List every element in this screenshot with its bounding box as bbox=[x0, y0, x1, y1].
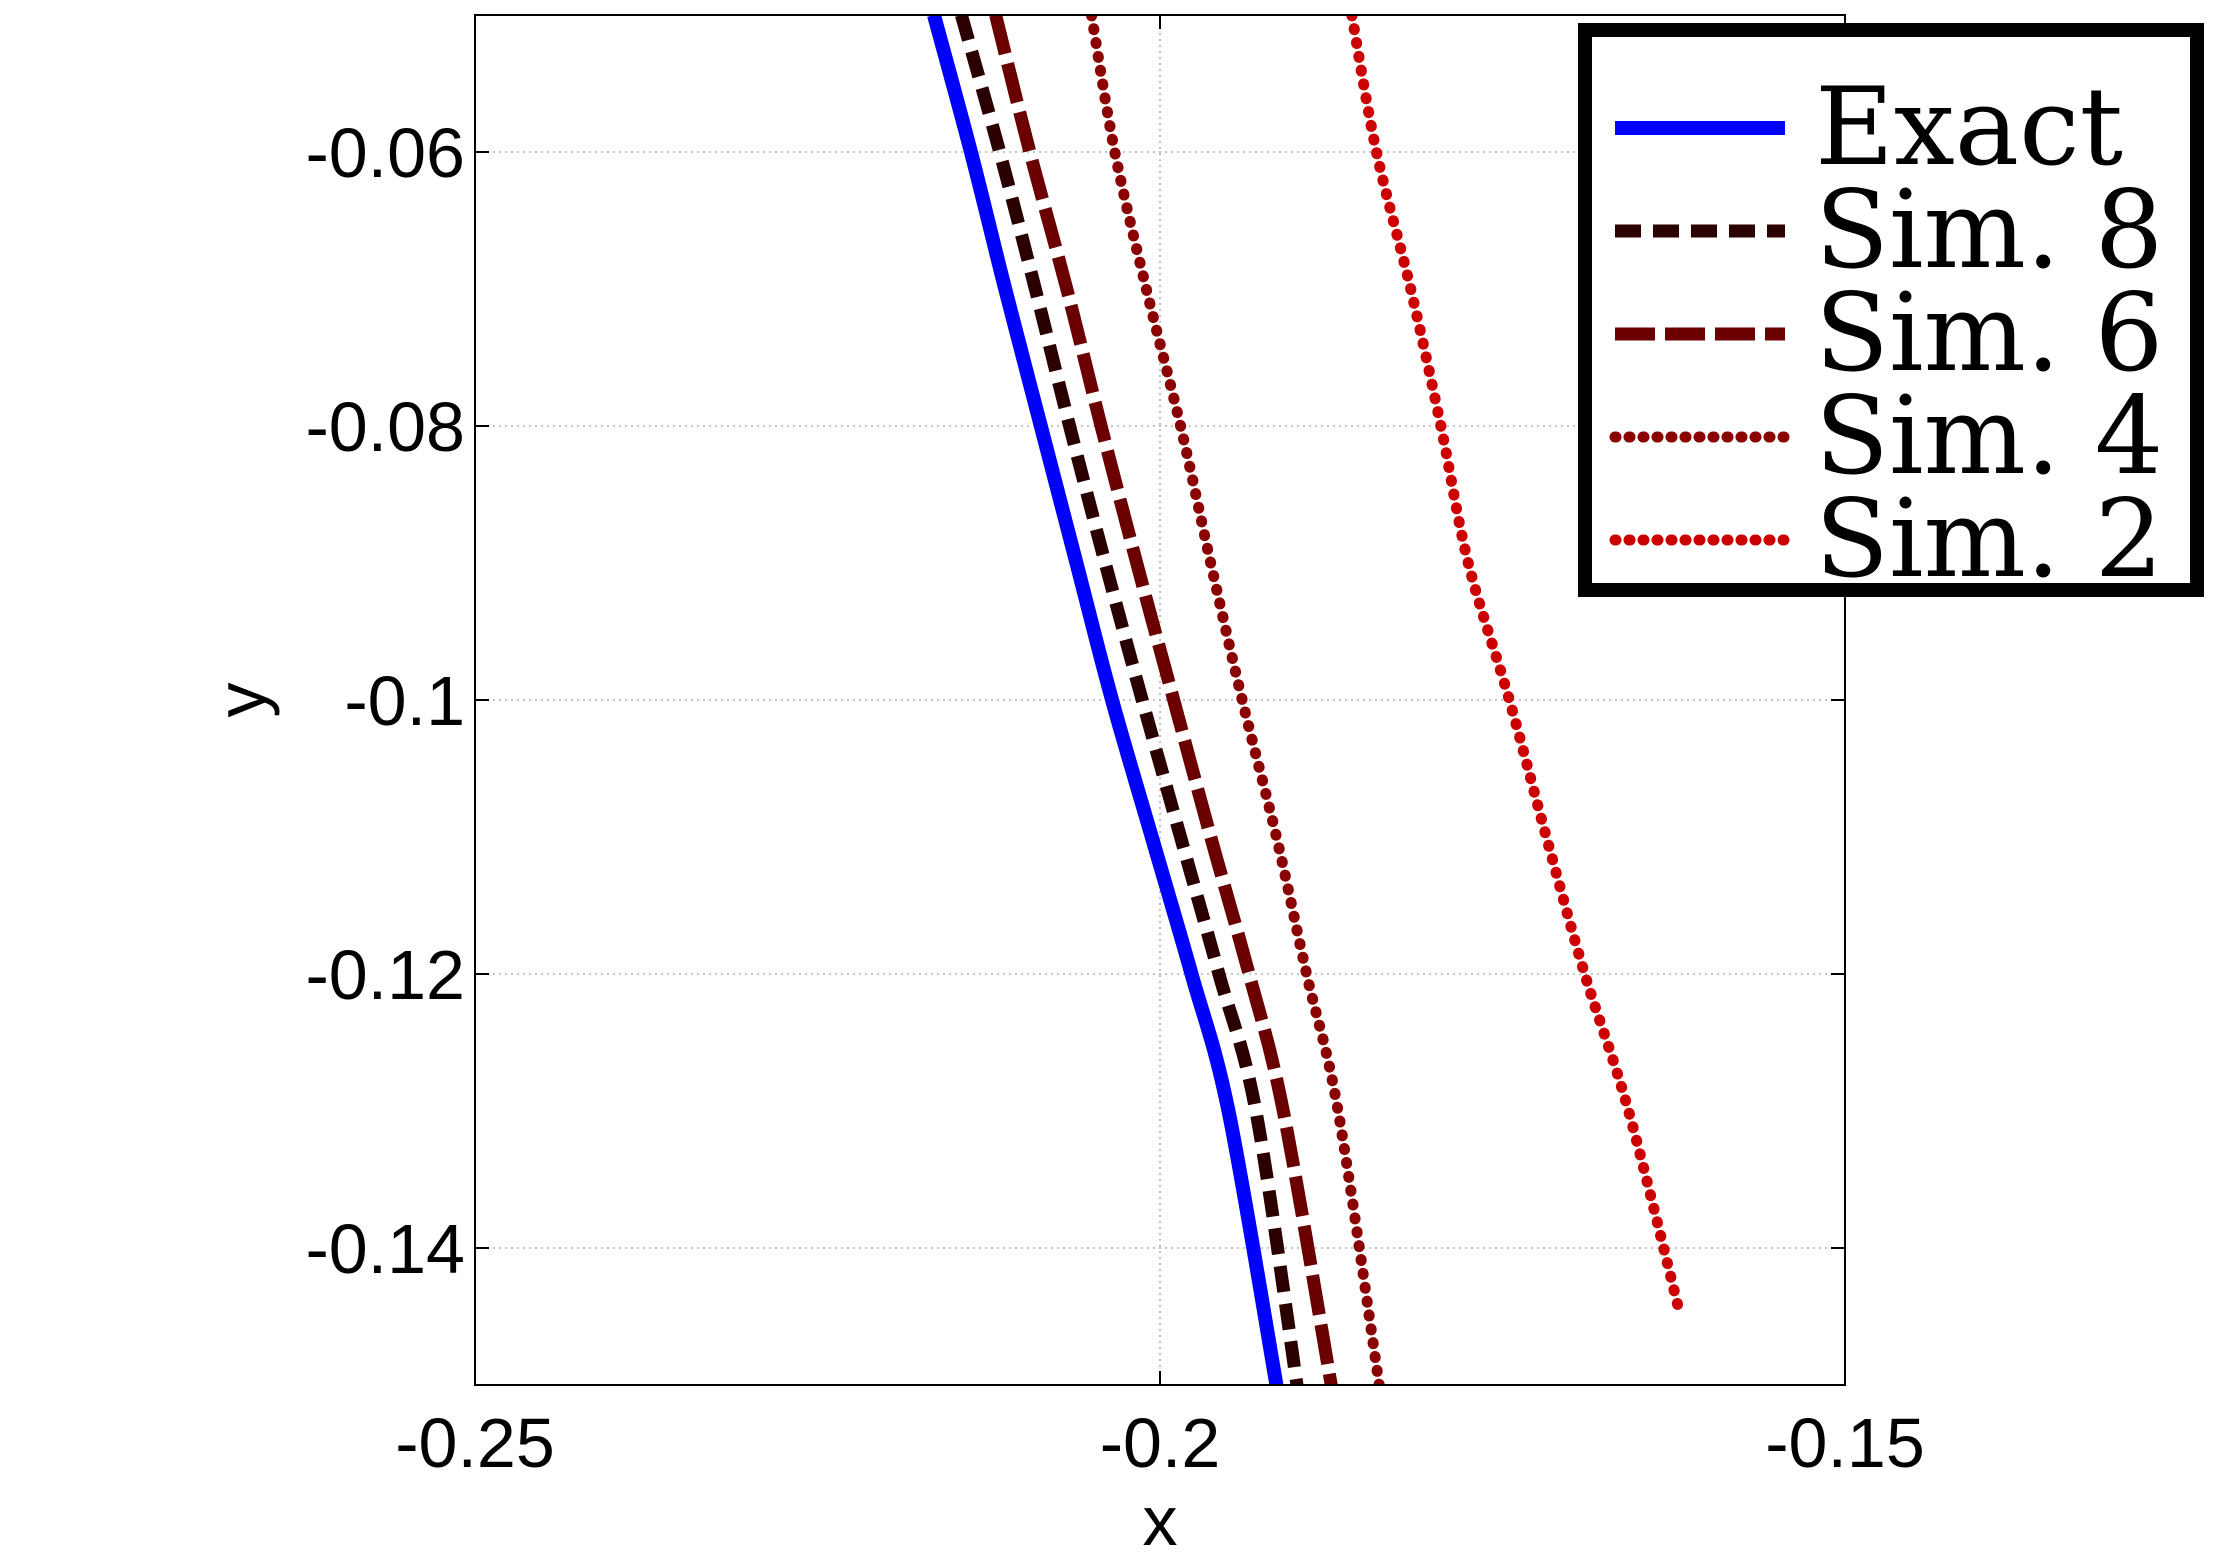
ticks: -0.25 -0.2 -0.15 -0.06 -0.08 -0.1 -0.12 -0.14 bbox=[305, 15, 1925, 1482]
y-tick-label: -0.14 bbox=[305, 1210, 465, 1288]
y-tick-label: -0.1 bbox=[344, 662, 465, 740]
x-tick-label: -0.25 bbox=[395, 1404, 555, 1482]
x-tick-label: -0.2 bbox=[1100, 1404, 1221, 1482]
series-layer bbox=[927, 15, 1687, 1385]
y-tick-label: -0.08 bbox=[305, 388, 465, 466]
series-line-sim-4 bbox=[1086, 15, 1385, 1385]
legend-label: Sim. 6 bbox=[1815, 271, 2163, 396]
y-tick-label: -0.06 bbox=[305, 114, 465, 192]
series-line-sim-2 bbox=[1346, 15, 1687, 1322]
x-axis-label: x bbox=[1143, 1482, 1178, 1556]
series-line-sim-6 bbox=[989, 15, 1338, 1385]
x-tick-label: -0.15 bbox=[1765, 1404, 1925, 1482]
series-line-sim-8 bbox=[955, 15, 1304, 1385]
series-group bbox=[927, 15, 1687, 1385]
legend-label: Sim. 8 bbox=[1815, 168, 2163, 293]
legend-label: Sim. 4 bbox=[1815, 374, 2163, 499]
legend-label: Exact bbox=[1815, 65, 2123, 190]
y-tick-label: -0.12 bbox=[305, 936, 465, 1014]
series-line-exact bbox=[927, 15, 1284, 1385]
y-axis-label: y bbox=[202, 683, 280, 718]
legend-label: Sim. 2 bbox=[1815, 477, 2163, 602]
